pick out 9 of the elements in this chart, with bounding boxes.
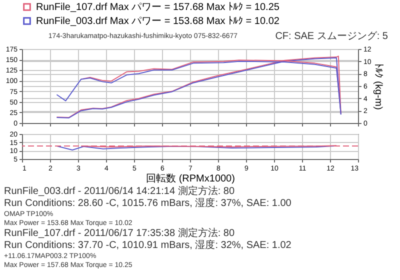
text: Run Conditions: 37.70 -C, 1010.91 mBars, 湿度: 32%, SAE: 1.02 xyxy=(4,239,292,251)
legend-label: RunFile_003.drf Max パワー = 153.68 Max ﾄﾙｸ = 10.02 xyxy=(36,16,280,27)
text: Run Conditions: 28.60 -C, 1015.76 mBars, 湿度: 37%, SAE: 1.00 xyxy=(4,197,292,209)
text: CF: SAE スムージング: 5 xyxy=(275,31,388,42)
text: RunFile_003.drf - 2011/06/14 14:21:14 測定方法: 80 xyxy=(4,185,235,197)
legend-label: RunFile_107.drf Max パワー = 157.68 Max ﾄﾙｸ = 10.25 xyxy=(36,2,280,13)
x-axis-title: 回転数 (RPMx1000) xyxy=(146,174,235,184)
text: RunFile_107.drf - 2011/06/17 17:35:38 測定方法: 80 xyxy=(4,227,235,239)
y2-axis-title: ﾄﾙｸ (kg-m) xyxy=(372,63,384,110)
